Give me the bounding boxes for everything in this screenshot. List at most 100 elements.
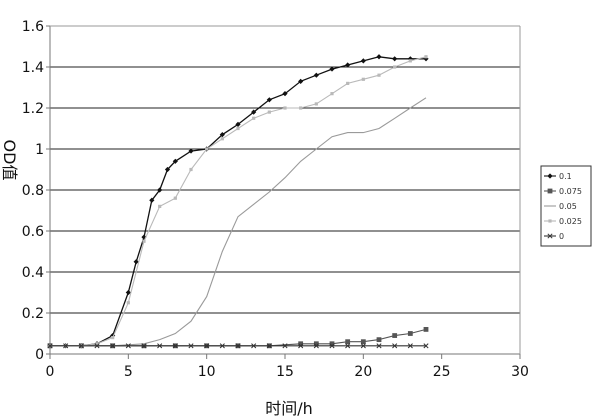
y-tick-label: 0.8 bbox=[22, 183, 44, 199]
data-point bbox=[360, 343, 366, 349]
data-point bbox=[298, 78, 304, 84]
series-line bbox=[50, 56, 426, 347]
data-point bbox=[158, 204, 162, 208]
data-point bbox=[282, 91, 288, 97]
data-point bbox=[282, 343, 288, 349]
data-point bbox=[266, 343, 272, 349]
axes bbox=[46, 25, 521, 359]
data-point bbox=[360, 58, 366, 64]
x-tick-label: 5 bbox=[124, 364, 133, 380]
x-tick-label: 10 bbox=[198, 364, 216, 380]
data-point bbox=[63, 343, 69, 349]
data-point bbox=[172, 158, 178, 164]
data-point bbox=[220, 137, 224, 141]
series-4 bbox=[47, 343, 429, 349]
data-point bbox=[47, 343, 53, 349]
y-tick-label: 1.6 bbox=[22, 19, 44, 35]
y-axis-title: OD值 bbox=[0, 140, 19, 181]
data-point bbox=[125, 289, 131, 296]
data-point bbox=[251, 343, 257, 349]
data-point bbox=[236, 126, 240, 131]
data-point bbox=[423, 343, 429, 349]
data-point bbox=[313, 343, 319, 349]
y-tick-label: 0.2 bbox=[22, 306, 44, 322]
data-point bbox=[157, 187, 163, 193]
data-point bbox=[360, 339, 366, 345]
data-point bbox=[424, 55, 428, 59]
legend-marker bbox=[548, 219, 552, 223]
x-tick-label: 15 bbox=[276, 364, 294, 380]
legend: 0.1 0.075 0.05 0.025 0 bbox=[540, 165, 592, 247]
data-point bbox=[376, 337, 382, 343]
y-tick-label: 0 bbox=[35, 347, 44, 363]
data-point bbox=[95, 342, 99, 346]
y-tick-labels: 0 0.2 0.4 0.6 0.8 1 1.2 1.4 1.6 bbox=[22, 19, 44, 363]
data-point bbox=[126, 301, 130, 305]
legend-entry: 0 bbox=[559, 232, 564, 241]
data-point bbox=[205, 147, 209, 151]
x-tick-labels: 0 5 10 15 20 25 30 bbox=[46, 364, 529, 380]
data-point bbox=[157, 343, 163, 349]
data-point bbox=[298, 341, 304, 347]
data-point bbox=[164, 166, 171, 173]
data-point bbox=[204, 343, 210, 349]
data-point bbox=[361, 77, 365, 81]
data-point bbox=[393, 65, 397, 69]
data-point bbox=[252, 116, 256, 120]
data-point bbox=[330, 92, 334, 96]
data-point bbox=[346, 81, 350, 85]
data-point bbox=[188, 343, 194, 349]
data-point bbox=[219, 343, 225, 349]
data-point bbox=[266, 97, 272, 103]
data-point bbox=[313, 72, 319, 78]
data-point bbox=[423, 327, 429, 332]
legend-marker bbox=[547, 233, 553, 239]
x-axis-title: 时间/h bbox=[265, 399, 313, 418]
x-tick-label: 25 bbox=[433, 364, 451, 380]
data-point bbox=[251, 109, 257, 115]
y-tick-label: 1 bbox=[35, 142, 44, 158]
data-point bbox=[299, 106, 303, 110]
data-point bbox=[110, 343, 116, 349]
data-series bbox=[47, 54, 429, 349]
y-tick-label: 1.2 bbox=[22, 101, 44, 117]
legend-entry: 0.075 bbox=[559, 187, 582, 196]
legend-marker bbox=[547, 173, 553, 179]
data-point bbox=[298, 343, 304, 349]
data-point bbox=[329, 66, 335, 72]
data-point bbox=[329, 341, 335, 347]
series-2 bbox=[50, 97, 427, 347]
data-point bbox=[267, 110, 271, 114]
series-line bbox=[50, 97, 427, 347]
data-point bbox=[188, 148, 194, 154]
data-point bbox=[314, 102, 318, 106]
data-point bbox=[189, 167, 193, 172]
data-point bbox=[345, 62, 351, 68]
x-tick-label: 0 bbox=[46, 364, 55, 380]
data-point bbox=[235, 343, 241, 349]
series-3 bbox=[48, 55, 428, 348]
data-point bbox=[329, 343, 335, 349]
legend-entry: 0.025 bbox=[559, 217, 582, 226]
data-point bbox=[149, 197, 155, 203]
data-point bbox=[111, 336, 115, 340]
data-point bbox=[392, 56, 398, 62]
data-point bbox=[172, 343, 178, 349]
data-point bbox=[78, 343, 84, 349]
data-point bbox=[219, 132, 225, 138]
data-point bbox=[407, 343, 413, 349]
data-point bbox=[377, 73, 381, 77]
data-point bbox=[376, 54, 382, 60]
data-point bbox=[235, 121, 241, 127]
data-point bbox=[392, 343, 398, 349]
data-point bbox=[345, 343, 351, 349]
data-point bbox=[408, 59, 412, 63]
data-point bbox=[125, 343, 131, 349]
data-point bbox=[376, 343, 382, 349]
data-point bbox=[142, 239, 146, 243]
data-point bbox=[94, 343, 100, 349]
data-point bbox=[407, 331, 413, 336]
data-point bbox=[173, 196, 177, 200]
